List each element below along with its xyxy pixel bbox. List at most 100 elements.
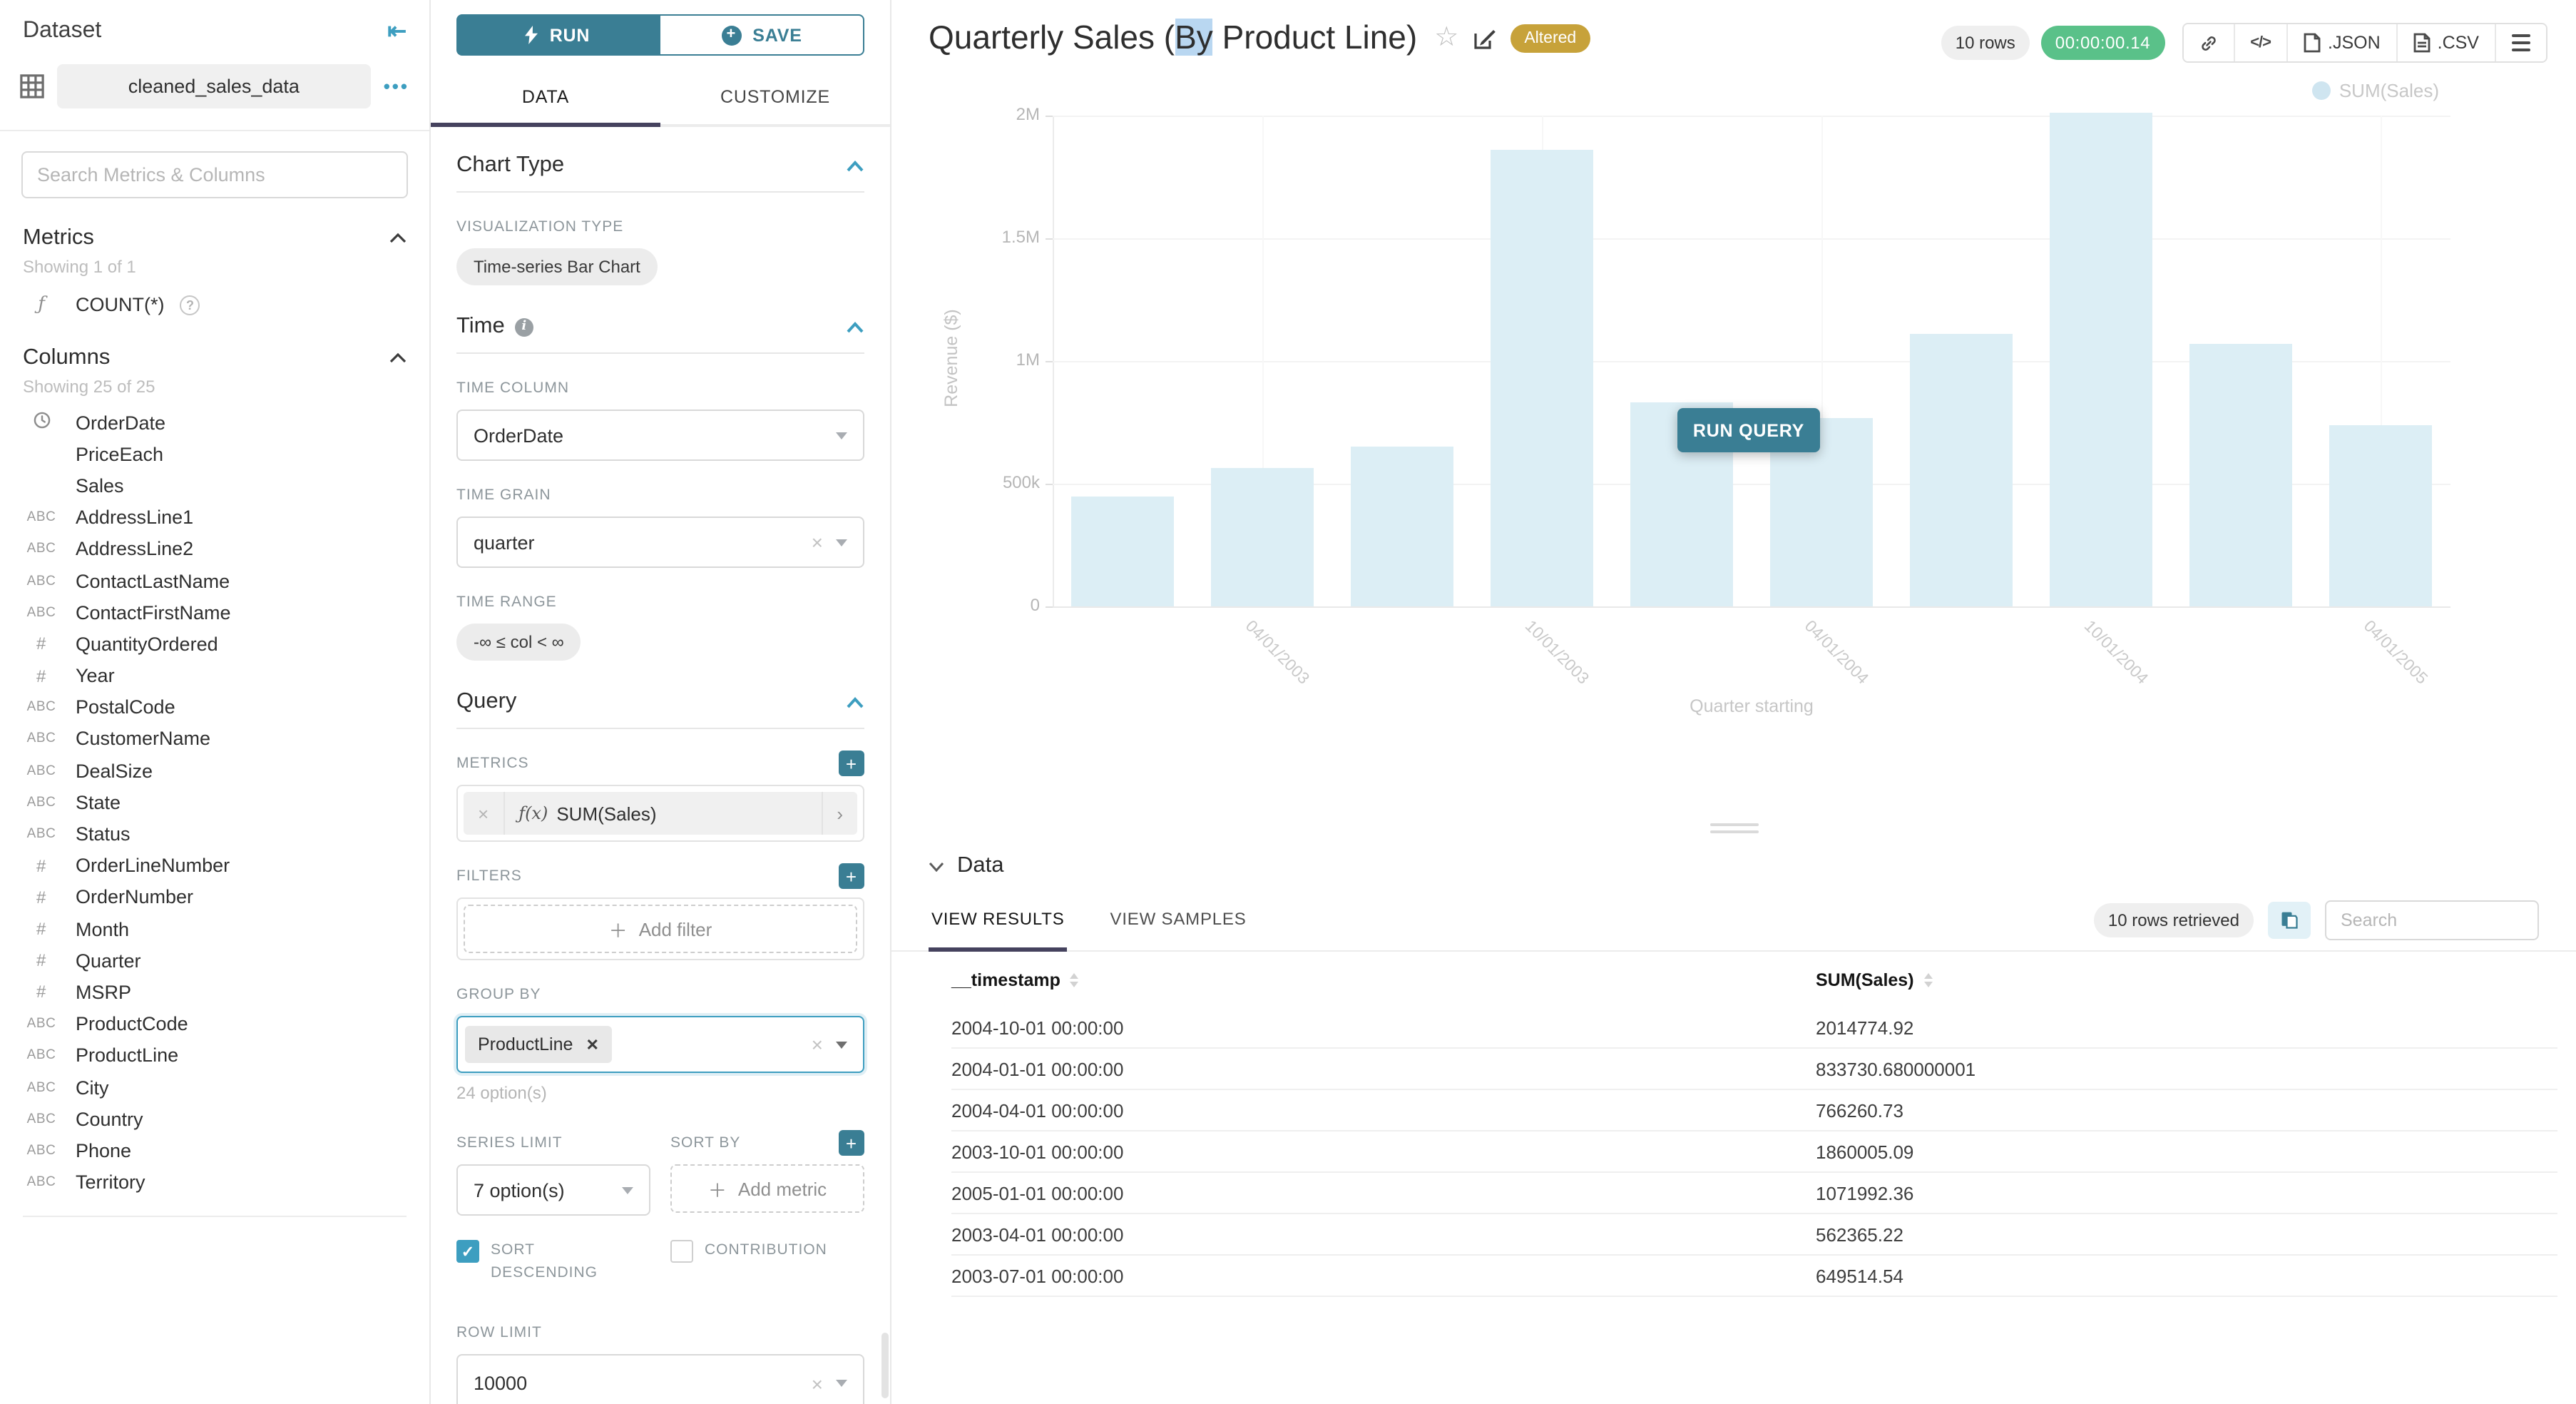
column-item[interactable]: ABC ProductLine	[0, 1040, 429, 1072]
remove-metric-icon[interactable]: ×	[478, 803, 489, 824]
column-item[interactable]: # Year	[0, 660, 429, 691]
column-item[interactable]: ABC City	[0, 1072, 429, 1103]
data-section-title[interactable]: Data	[957, 853, 1004, 878]
chevron-up-icon[interactable]	[846, 696, 864, 708]
add-sort-metric-button[interactable]: +	[839, 1130, 864, 1156]
column-item[interactable]: ABC DealSize	[0, 755, 429, 786]
chevron-up-icon[interactable]	[846, 320, 864, 333]
menu-icon[interactable]	[2495, 24, 2546, 61]
run-button[interactable]: RUN	[456, 14, 659, 56]
column-item[interactable]: # MSRP	[0, 977, 429, 1008]
column-name: CustomerName	[76, 728, 211, 750]
time-range-pill[interactable]: -∞ ≤ col < ∞	[456, 624, 581, 661]
time-grain-select[interactable]: quarter ×	[456, 517, 864, 568]
column-item[interactable]: ABC Status	[0, 818, 429, 850]
tab-view-samples[interactable]: VIEW SAMPLES	[1110, 909, 1247, 929]
column-item[interactable]: ABC AddressLine1	[0, 502, 429, 533]
chart-type-section-title: Chart Type	[456, 153, 565, 177]
resize-drag-handle[interactable]	[1709, 823, 1758, 833]
column-item[interactable]: ABC AddressLine2	[0, 534, 429, 565]
chevron-up-icon[interactable]	[389, 233, 407, 244]
table-row[interactable]: 2004-10-01 00:00:00 2014774.92	[951, 1007, 2557, 1049]
favorite-star-icon[interactable]: ☆	[1434, 23, 1459, 53]
copy-button[interactable]	[2268, 902, 2311, 939]
tab-customize[interactable]: CUSTOMIZE	[720, 87, 830, 107]
add-metric-button[interactable]: +	[839, 751, 864, 776]
collapse-panel-icon[interactable]: ⇤	[387, 20, 407, 44]
column-item[interactable]: PriceEach	[0, 438, 429, 469]
save-button[interactable]: + SAVE	[659, 14, 864, 56]
run-query-button[interactable]: RUN QUERY	[1677, 408, 1820, 452]
edit-title-icon[interactable]	[1473, 26, 1496, 49]
contribution-checkbox[interactable]	[670, 1240, 693, 1263]
add-filter-box[interactable]: ＋ Add filter	[464, 905, 857, 953]
column-item[interactable]: ABC Territory	[0, 1166, 429, 1198]
more-options-icon[interactable]: •••	[383, 76, 409, 97]
export-csv-button[interactable]: .CSV	[2396, 24, 2495, 61]
table-row[interactable]: 2003-04-01 00:00:00 562365.22	[951, 1214, 2557, 1256]
clear-icon[interactable]: ×	[811, 1033, 823, 1056]
table-row[interactable]: 2003-10-01 00:00:00 1860005.09	[951, 1131, 2557, 1173]
metrics-container: × ƒ(x) SUM(Sales) ›	[456, 785, 864, 842]
table-row[interactable]: 2003-07-01 00:00:00 649514.54	[951, 1256, 2557, 1297]
column-item[interactable]: Sales	[0, 470, 429, 502]
chevron-right-icon[interactable]: ›	[821, 792, 857, 835]
column-item[interactable]: ABC Phone	[0, 1135, 429, 1166]
chevron-up-icon[interactable]	[846, 159, 864, 172]
column-item[interactable]: # OrderNumber	[0, 882, 429, 913]
embed-code-button[interactable]: </>	[2233, 24, 2286, 61]
table-row[interactable]: 2005-01-01 00:00:00 1071992.36	[951, 1173, 2557, 1214]
table-row[interactable]: 2004-04-01 00:00:00 766260.73	[951, 1090, 2557, 1131]
abc-icon: ABC	[26, 1111, 56, 1127]
table-row[interactable]: 2004-01-01 00:00:00 833730.680000001	[951, 1049, 2557, 1090]
column-header-timestamp[interactable]: __timestamp	[951, 970, 1816, 990]
column-item[interactable]: ABC ContactLastName	[0, 565, 429, 596]
help-icon[interactable]: ?	[180, 295, 200, 315]
sidebar-search-input[interactable]	[21, 151, 408, 198]
chevron-up-icon[interactable]	[389, 352, 407, 364]
chart-legend[interactable]: SUM(Sales)	[2311, 80, 2439, 101]
add-filter-button[interactable]: +	[839, 863, 864, 889]
tab-data[interactable]: DATA	[431, 74, 660, 127]
dataset-name[interactable]: cleaned_sales_data	[57, 64, 371, 108]
clear-icon[interactable]: ×	[811, 531, 823, 554]
abc-icon: ABC	[26, 794, 56, 810]
divider	[23, 1215, 407, 1217]
function-icon: ƒ	[38, 294, 45, 315]
page-title[interactable]: Quarterly Sales (By Product Line)	[929, 19, 1418, 56]
column-item[interactable]: ABC PostalCode	[0, 691, 429, 723]
row-limit-select[interactable]: 10000 ×	[456, 1353, 864, 1404]
table-search-input[interactable]	[2325, 900, 2539, 940]
column-item[interactable]: ABC ContactFirstName	[0, 596, 429, 628]
sum-sales-cell: 562365.22	[1816, 1224, 1903, 1245]
altered-badge[interactable]: Altered	[1510, 24, 1591, 52]
time-column-select[interactable]: OrderDate	[456, 410, 864, 461]
export-json-button[interactable]: .JSON	[2286, 24, 2396, 61]
clear-icon[interactable]: ×	[811, 1372, 823, 1395]
chevron-down-icon[interactable]	[929, 861, 944, 871]
sort-descending-checkbox[interactable]: ✓	[456, 1240, 479, 1263]
group-by-select[interactable]: ProductLine ✕ ×	[456, 1016, 864, 1073]
scrollbar-thumb[interactable]	[881, 1333, 889, 1398]
column-item[interactable]: ABC Country	[0, 1103, 429, 1134]
filters-container: ＋ Add filter	[456, 897, 864, 960]
column-item[interactable]: ABC State	[0, 787, 429, 818]
visualization-type-pill[interactable]: Time-series Bar Chart	[456, 248, 658, 285]
column-header-sum-sales[interactable]: SUM(Sales)	[1816, 970, 2557, 990]
hash-icon: #	[36, 855, 46, 876]
copy-link-button[interactable]	[2183, 24, 2234, 61]
remove-tag-icon[interactable]: ✕	[586, 1037, 599, 1054]
metric-chip[interactable]: × ƒ(x) SUM(Sales) ›	[464, 792, 857, 835]
column-item[interactable]: # QuantityOrdered	[0, 629, 429, 660]
column-item[interactable]: OrderDate	[0, 407, 429, 438]
metric-item[interactable]: ƒ COUNT(*) ?	[0, 277, 429, 321]
column-item[interactable]: ABC ProductCode	[0, 1008, 429, 1039]
series-limit-select[interactable]: 7 option(s)	[456, 1164, 650, 1216]
add-sort-metric-box[interactable]: ＋ Add metric	[670, 1164, 864, 1213]
column-item[interactable]: # Quarter	[0, 945, 429, 976]
column-name: Month	[76, 918, 130, 940]
column-item[interactable]: # OrderLineNumber	[0, 850, 429, 881]
tab-view-results[interactable]: VIEW RESULTS	[929, 893, 1068, 952]
column-item[interactable]: ABC CustomerName	[0, 723, 429, 755]
column-item[interactable]: # Month	[0, 913, 429, 945]
